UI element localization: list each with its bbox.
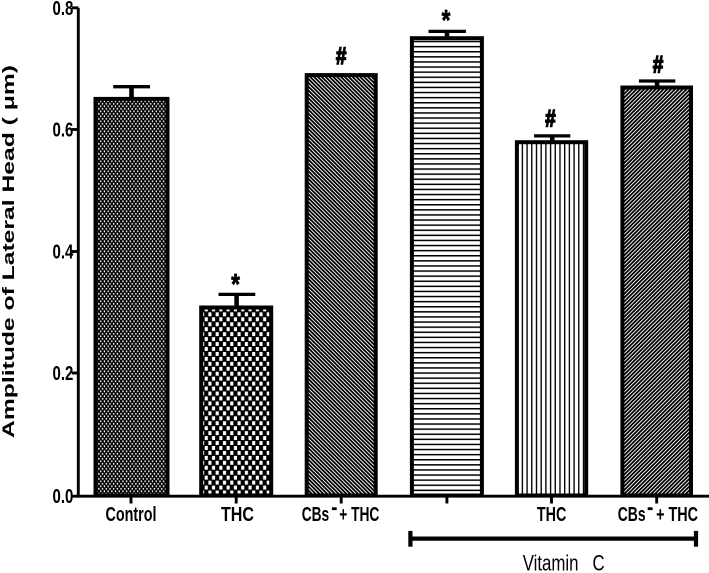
svg-text:*: * — [231, 269, 240, 301]
svg-text:#: # — [336, 43, 346, 70]
svg-text:+ THC: + THC — [339, 503, 379, 526]
svg-text:CBs: CBs — [302, 503, 330, 526]
svg-text:Amplitude of Lateral Head ( μm: Amplitude of Lateral Head ( μm) — [0, 65, 18, 438]
svg-text:Control: Control — [106, 503, 157, 526]
svg-text:#: # — [545, 106, 555, 133]
svg-text:0.4: 0.4 — [53, 240, 74, 263]
svg-text:0.2: 0.2 — [53, 362, 74, 385]
svg-text:0.8: 0.8 — [53, 0, 74, 19]
svg-text:#: # — [653, 52, 663, 79]
svg-text:0.0: 0.0 — [53, 485, 74, 508]
svg-text:Vitamin C: Vitamin C — [523, 551, 605, 573]
svg-text:+ THC: + THC — [656, 503, 698, 526]
svg-text:THC: THC — [221, 503, 254, 526]
svg-text:CBs: CBs — [618, 503, 646, 526]
svg-text:0.6: 0.6 — [53, 118, 74, 141]
svg-text:*: * — [442, 5, 451, 37]
svg-text:THC: THC — [537, 503, 567, 526]
